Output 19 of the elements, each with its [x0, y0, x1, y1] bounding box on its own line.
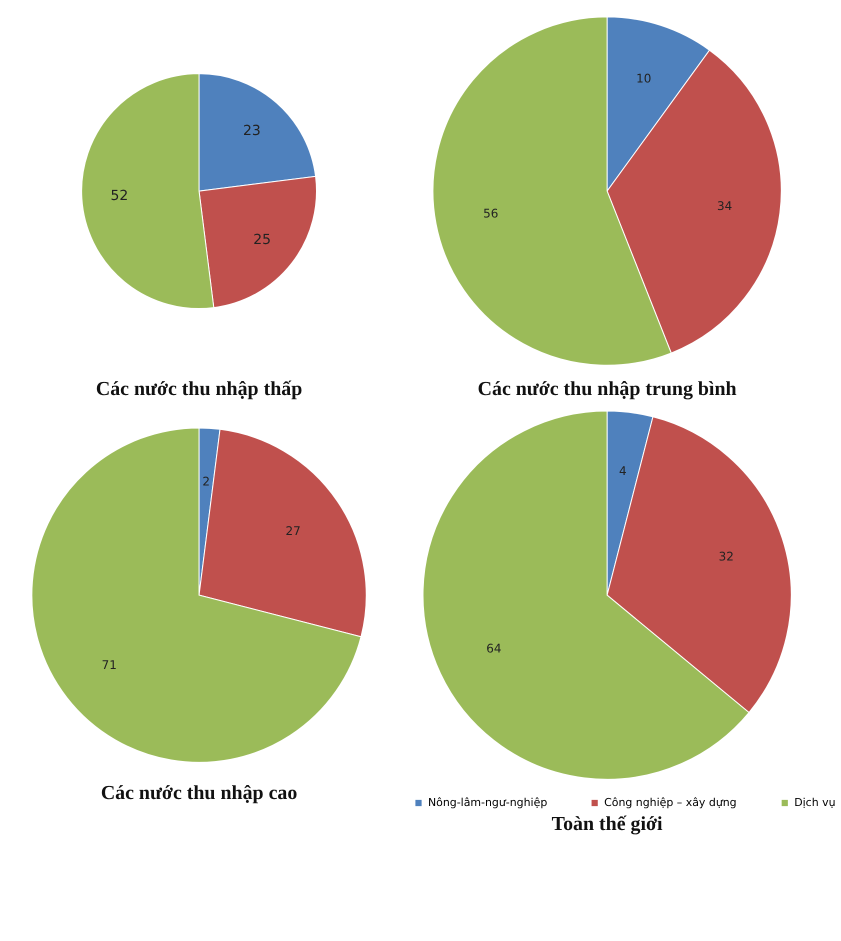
data-label: 27 — [285, 524, 301, 538]
data-label: 71 — [102, 658, 117, 672]
text: Toàn thế giới — [552, 813, 664, 836]
data-label: 2 — [202, 474, 210, 489]
data-label: 52 — [110, 188, 128, 204]
data-label: 34 — [717, 198, 732, 213]
data-label: 10 — [636, 71, 652, 86]
data-label: 32 — [718, 549, 734, 564]
text: Các nước thu nhập cao — [100, 782, 298, 804]
data-label: 25 — [253, 232, 272, 248]
data-label: 4 — [619, 464, 627, 478]
text: Các nước thu nhập trung bình — [478, 378, 737, 400]
data-label: 64 — [486, 641, 502, 656]
data-label: 56 — [483, 206, 498, 220]
legend-label: Công nghiệp – xây dựng — [604, 796, 737, 809]
data-label: 23 — [243, 123, 261, 140]
text: Các nước thu nhập thấp — [96, 378, 302, 400]
legend-label: Dịch vụ — [794, 796, 836, 809]
legend-label: Nông-lâm-ngư-nghiệp — [428, 796, 548, 809]
